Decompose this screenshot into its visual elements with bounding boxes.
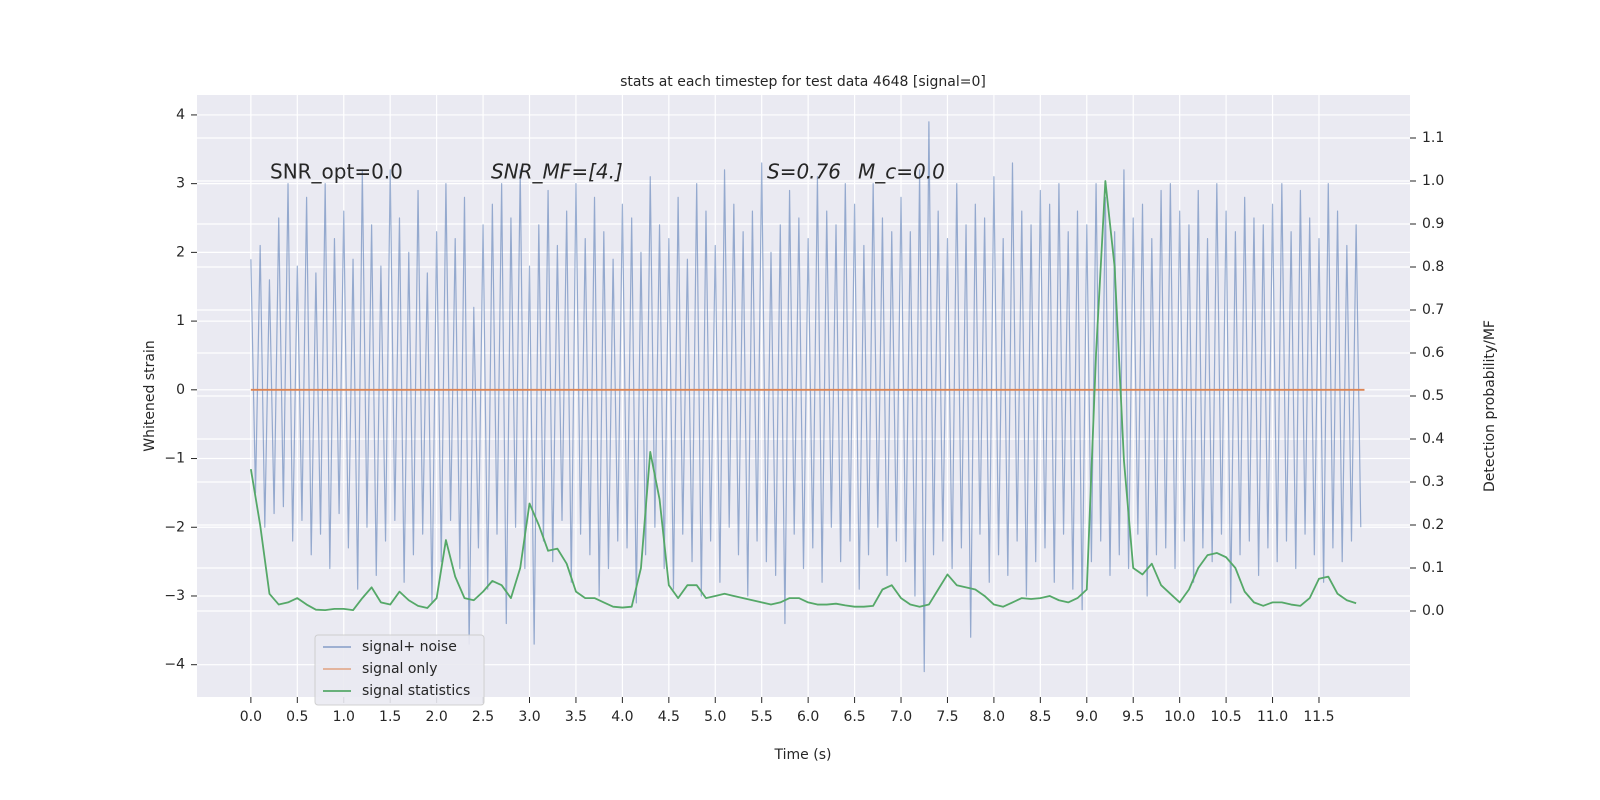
legend-label: signal statistics [362, 683, 470, 699]
y-tick-label: −4 [164, 657, 185, 673]
x-axis-label: Time (s) [774, 747, 832, 763]
y2-tick-label: 0.0 [1422, 603, 1444, 619]
x-tick-label: 0.0 [240, 709, 262, 725]
x-tick-label: 1.5 [379, 709, 401, 725]
x-tick-label: 10.5 [1211, 709, 1242, 725]
x-tick-label: 4.0 [611, 709, 633, 725]
x-tick-label: 9.0 [1076, 709, 1098, 725]
y-tick-label: 3 [176, 176, 185, 192]
x-tick-label: 8.5 [1029, 709, 1051, 725]
x-tick-label: 5.0 [704, 709, 726, 725]
chart-title: stats at each timestep for test data 464… [620, 74, 986, 90]
y2-tick-label: 0.4 [1422, 431, 1444, 447]
y-tick-label: 4 [176, 107, 185, 123]
y-tick-label: −2 [164, 519, 185, 535]
series-line [250, 121, 1362, 673]
y2-tick-label: 0.2 [1422, 517, 1444, 533]
y2-tick-label: 0.6 [1422, 345, 1444, 361]
x-tick-label: 11.0 [1257, 709, 1288, 725]
x-tick-label: 0.5 [286, 709, 308, 725]
y-tick-label: 2 [176, 244, 185, 260]
x-tick-label: 7.5 [936, 709, 958, 725]
x-tick-label: 6.0 [797, 709, 819, 725]
y-axis-label: Whitened strain [142, 340, 158, 451]
y2-tick-label: 0.9 [1422, 216, 1444, 232]
y2-tick-label: 0.1 [1422, 560, 1444, 576]
x-tick-label: 11.5 [1303, 709, 1334, 725]
x-tick-label: 3.5 [565, 709, 587, 725]
y-tick-label: −1 [164, 451, 185, 467]
y2-axis-label: Detection probability/MF [1482, 320, 1498, 492]
legend-label: signal only [362, 661, 437, 677]
y2-tick-label: 1.1 [1422, 130, 1444, 146]
x-tick-label: 6.5 [843, 709, 865, 725]
x-tick-label: 2.0 [425, 709, 447, 725]
legend-box [314, 634, 485, 706]
y2-tick-label: 0.8 [1422, 259, 1444, 275]
annotation: SNR_opt=0.0 [270, 160, 403, 184]
y2-tick-label: 0.7 [1422, 302, 1444, 318]
x-tick-label: 8.0 [983, 709, 1005, 725]
x-tick-label: 10.0 [1164, 709, 1195, 725]
annotation: SNR_MF=[4.] [491, 160, 623, 184]
x-tick-label: 1.0 [333, 709, 355, 725]
y2-tick-label: 0.3 [1422, 474, 1444, 490]
y-tick-label: −3 [164, 588, 185, 604]
x-tick-label: 5.5 [751, 709, 773, 725]
y-tick-label: 0 [176, 382, 185, 398]
x-tick-label: 9.5 [1122, 709, 1144, 725]
legend-label: signal+ noise [362, 639, 457, 655]
x-tick-label: 2.5 [472, 709, 494, 725]
y-tick-label: 1 [176, 313, 185, 329]
series-line [249, 180, 1357, 612]
y2-tick-label: 1.0 [1422, 173, 1444, 189]
x-tick-label: 7.0 [890, 709, 912, 725]
x-tick-label: 4.5 [658, 709, 680, 725]
annotation: M_c=0.0 [858, 160, 945, 184]
y2-tick-label: 0.5 [1422, 388, 1444, 404]
annotation: S=0.76 [767, 160, 841, 184]
x-tick-label: 3.0 [518, 709, 540, 725]
